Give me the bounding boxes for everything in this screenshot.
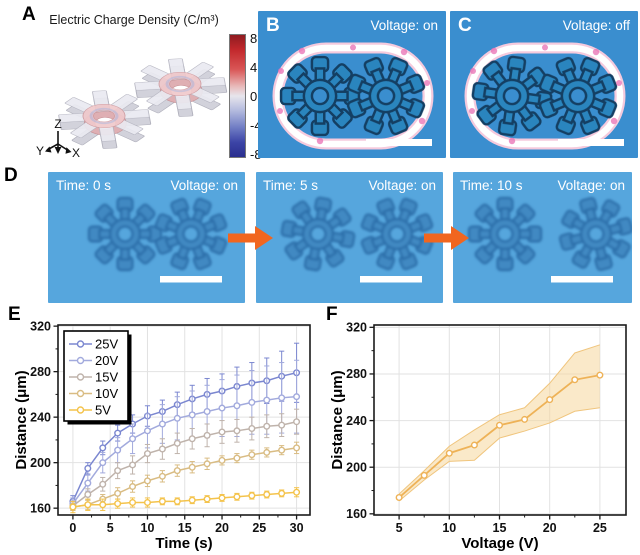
scale-bar (360, 276, 422, 283)
time-label-0: Time: 0 s (56, 178, 112, 193)
svg-text:15V: 15V (95, 369, 118, 384)
colorbar-gradient (229, 34, 246, 158)
svg-text:25: 25 (252, 521, 266, 535)
svg-text:320: 320 (346, 321, 367, 335)
colorbar-tick: 4 (250, 60, 258, 75)
svg-text:5: 5 (396, 521, 403, 535)
svg-text:5: 5 (107, 521, 114, 535)
time-label-1: Time: 5 s (263, 178, 319, 193)
scale-bar (160, 276, 222, 283)
ring-pink-spots (277, 44, 430, 145)
svg-text:20: 20 (543, 521, 557, 535)
svg-text:25V: 25V (95, 336, 118, 351)
svg-text:30: 30 (290, 521, 304, 535)
voltage-status-b: Voltage: on (370, 18, 438, 33)
gear-pair (280, 196, 434, 272)
scale-bar (558, 139, 624, 146)
svg-text:Voltage (V): Voltage (V) (461, 535, 538, 552)
gear-pair (467, 196, 634, 272)
timelapse-frame-1: Time: 5 s Voltage: on (256, 172, 443, 303)
arrow-right-icon (424, 226, 469, 250)
colorbar-tick: 8 (250, 31, 258, 46)
time-label-2: Time: 10 s (460, 178, 523, 193)
voltage-status-d1: Voltage: on (368, 178, 436, 193)
svg-text:240: 240 (30, 410, 51, 424)
svg-text:25: 25 (593, 521, 607, 535)
panel-f-label: F (326, 304, 338, 325)
micrograph-c-graphic (464, 42, 626, 150)
colorbar-tick: 0 (250, 89, 258, 104)
triad-z-label: Z (54, 117, 61, 131)
svg-text:10: 10 (442, 521, 456, 535)
gear-pair-3d (58, 58, 228, 149)
panel-c-label: C (458, 15, 472, 36)
gear-pair (279, 55, 426, 137)
micrograph-b: B Voltage: on (258, 11, 446, 158)
svg-text:0: 0 (69, 521, 76, 535)
svg-text:280: 280 (346, 367, 367, 381)
svg-text:Time (s): Time (s) (155, 535, 212, 552)
svg-text:20V: 20V (95, 353, 118, 368)
axis-triad-icon: Z Y X (36, 117, 80, 160)
svg-text:15: 15 (493, 521, 507, 535)
svg-text:10V: 10V (95, 386, 118, 401)
svg-text:280: 280 (30, 365, 51, 379)
svg-text:20: 20 (215, 521, 229, 535)
colorbar-tick: -8 (250, 147, 262, 162)
voltage-status-d2: Voltage: on (557, 178, 625, 193)
triad-y-label: Y (36, 144, 44, 158)
svg-text:200: 200 (30, 456, 51, 470)
svg-text:240: 240 (346, 414, 367, 428)
voltage-status-c: Voltage: off (562, 18, 630, 33)
timelapse-frame-2: Time: 10 s Voltage: on (453, 172, 634, 303)
triad-x-label: X (72, 146, 80, 160)
timelapse-frame-1-graphic (280, 196, 434, 283)
panel-e-label: E (8, 304, 21, 325)
distance-vs-time-chart: 0 5 10 15 20 25 30 160 200 240 280 320 Time (s) Dista… (14, 319, 311, 552)
panel-a-label: A (22, 4, 36, 25)
svg-text:160: 160 (346, 507, 367, 521)
timelapse-frame-0: Time: 0 s Voltage: on (48, 172, 245, 303)
panel-a-title: Electric Charge Density (C/m³) (49, 13, 219, 27)
panel-b-label: B (266, 15, 280, 36)
panel-d-label: D (4, 165, 18, 186)
arrow-right-icon (228, 226, 273, 250)
svg-text:Distance (μm): Distance (μm) (14, 370, 30, 469)
svg-text:200: 200 (346, 460, 367, 474)
svg-text:160: 160 (30, 501, 51, 515)
gear-pair (471, 55, 618, 137)
charge-density-3d-rendering: Z Y X (36, 58, 228, 160)
colorbar-tick-labels: 8 4 0 -4 -8 (250, 31, 262, 162)
timelapse-frame-2-graphic (467, 196, 634, 283)
gear-pair (87, 196, 228, 272)
svg-text:320: 320 (30, 319, 51, 333)
timelapse-frame-0-graphic (87, 196, 228, 283)
svg-text:Distance (μm): Distance (μm) (330, 370, 346, 469)
micrograph-b-graphic (272, 42, 434, 150)
scale-bar (366, 139, 432, 146)
colorbar-tick: -4 (250, 118, 262, 133)
svg-text:10: 10 (141, 521, 155, 535)
colorbar: 8 4 0 -4 -8 (229, 31, 262, 162)
distance-vs-voltage-chart: 5 10 15 20 25 160 200 240 280 320 Voltage (V) Dista… (330, 321, 627, 552)
micrograph-c: C Voltage: off (450, 11, 638, 158)
voltage-status-d0: Voltage: on (170, 178, 238, 193)
svg-text:15: 15 (178, 521, 192, 535)
svg-text:5V: 5V (95, 402, 111, 417)
scale-bar (551, 276, 613, 283)
